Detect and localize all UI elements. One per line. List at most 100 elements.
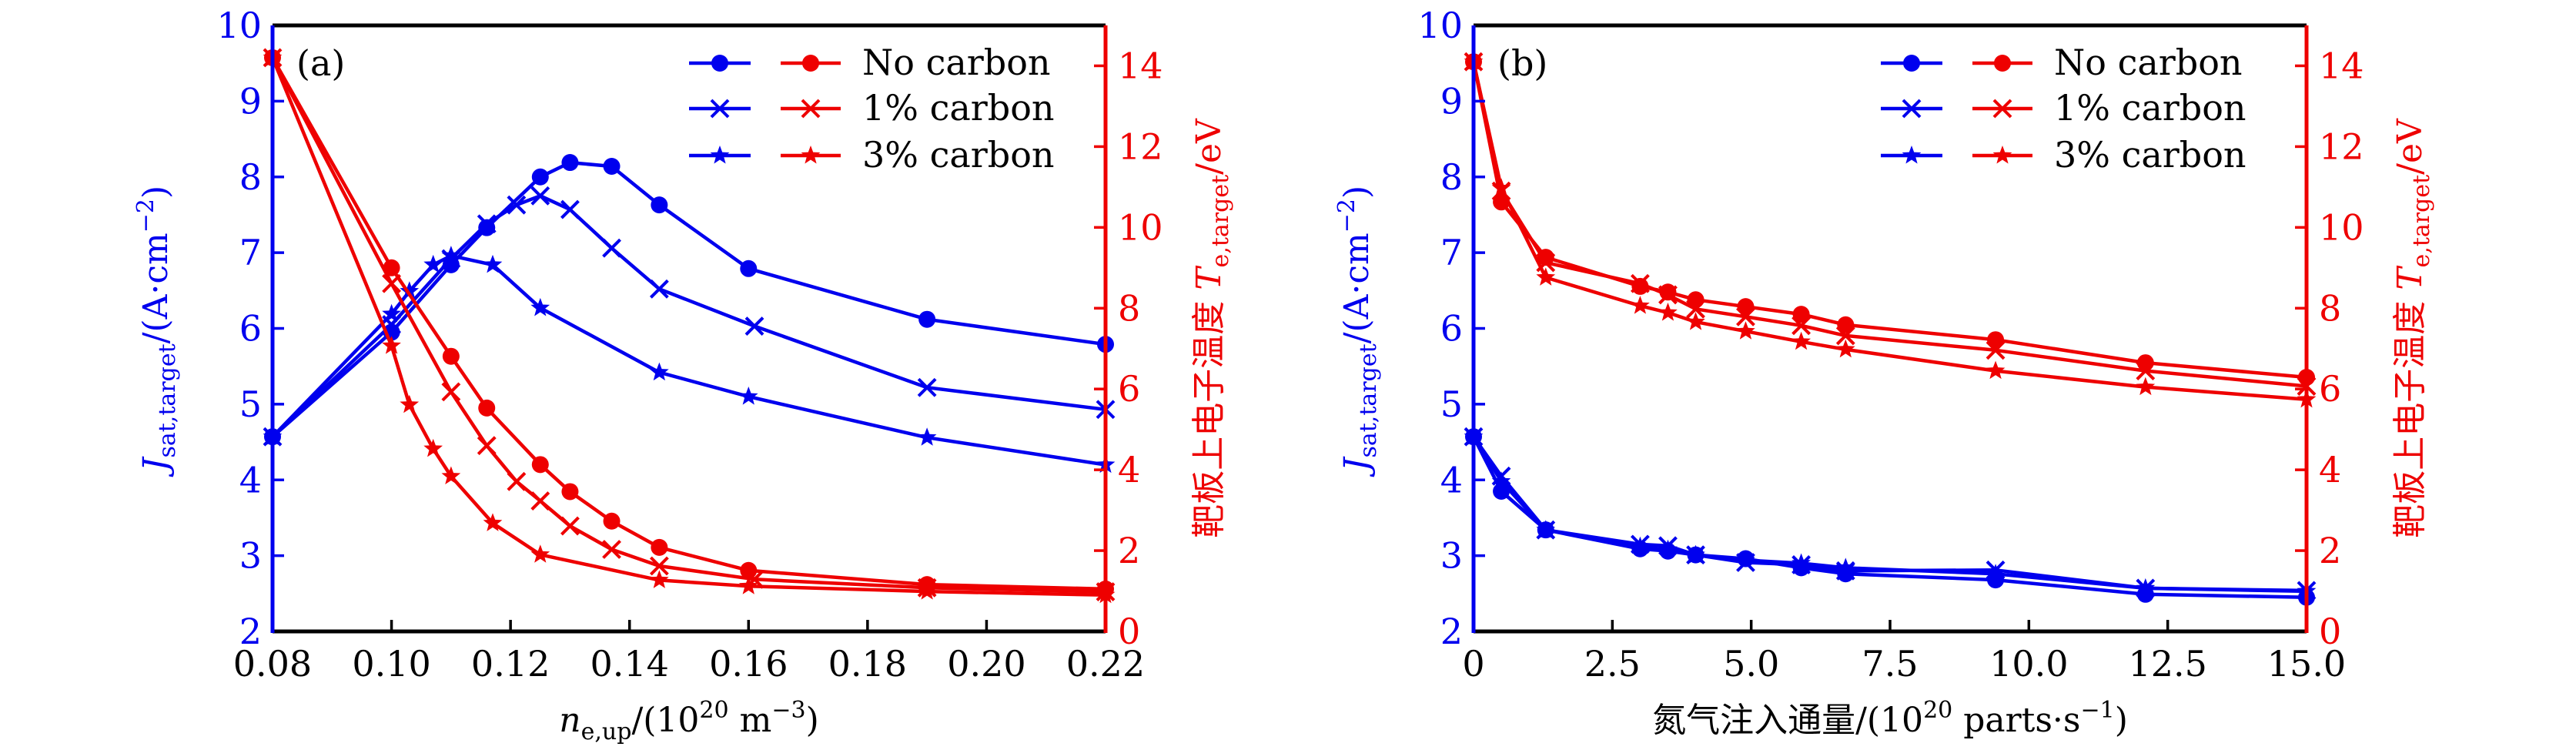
panel-label: (b) — [1497, 42, 1547, 84]
left-y-tick-label: 9 — [1440, 80, 1463, 122]
data-point — [1736, 321, 1755, 340]
data-point — [649, 556, 669, 576]
legend-marker-right — [1992, 99, 2012, 119]
data-point — [1792, 306, 1810, 323]
data-point — [561, 483, 579, 501]
panel-b: 0 2.5 5.0 7.5 10.0 12.5 15.0234567891002468101… — [1333, 5, 2435, 740]
left-y-tick-label: 6 — [1440, 308, 1463, 350]
right-y-axis-title: 靶板上电子温度 Te,target/eV — [1189, 118, 1234, 538]
data-point — [423, 254, 443, 273]
legend-item: No carbon — [1881, 42, 2243, 83]
yl-title-rest1: /(A·cm — [136, 233, 176, 343]
data-point — [744, 316, 764, 336]
legend-label: 1% carbon — [2054, 87, 2246, 129]
series-left-1-carbon — [1464, 427, 2317, 601]
data-point — [738, 387, 758, 405]
left-y-axis-title: Jsat,target/(A·cm−2) — [1333, 186, 1382, 477]
x-title-rest2: m — [729, 701, 772, 740]
data-point — [1491, 471, 1511, 490]
data-point — [441, 246, 461, 264]
x-title-rest1: /(10 — [631, 701, 699, 740]
legend-item: 1% carbon — [689, 87, 1055, 129]
data-point — [530, 186, 550, 206]
legend-item: No carbon — [689, 42, 1051, 83]
data-point — [651, 538, 668, 556]
data-point — [477, 214, 497, 234]
x-tick-label: 0 — [1462, 643, 1484, 685]
series-layer — [263, 48, 1116, 604]
data-point — [1736, 306, 1755, 326]
left-y-axis-title: Jsat,target/(A·cm−2) — [132, 186, 181, 477]
right-y-tick-label: 10 — [2319, 206, 2364, 248]
data-point — [603, 512, 621, 530]
data-point — [560, 516, 580, 536]
right-y-tick-label: 2 — [2319, 530, 2341, 571]
series-left-3-carbon — [1464, 427, 2317, 600]
x-tick-label: 12.5 — [2128, 643, 2206, 685]
yl-title-sub: sat,target — [1355, 343, 1382, 457]
series-right-1-carbon — [1464, 52, 2317, 396]
data-point — [1631, 536, 1650, 555]
legend-marker-right — [802, 55, 819, 72]
series-right-3-carbon — [1464, 52, 2317, 408]
data-point — [2136, 578, 2156, 597]
data-point — [918, 310, 936, 328]
yr-title-main: T — [1189, 265, 1229, 290]
right-y-tick-label: 0 — [2319, 611, 2341, 652]
yr-title-rest1: /eV — [1189, 118, 1229, 175]
left-y-tick-label: 8 — [1440, 156, 1463, 198]
x-tick-label: 0.22 — [1066, 643, 1145, 685]
data-point — [651, 196, 668, 214]
data-point — [917, 427, 937, 446]
series-line — [1471, 61, 2307, 388]
yl-title-main: J — [1337, 456, 1377, 477]
yl-title-sup1: −2 — [132, 199, 159, 233]
data-point — [1791, 553, 1811, 571]
x-title-main: 氮气注入通量/(10 — [1652, 701, 1923, 740]
panel-label: (a) — [296, 42, 345, 84]
axes-layer: 0.08 0.10 0.12 0.14 0.16 0.18 0.20 0.22 2 3 4 5 6 7 8 9… — [216, 5, 1163, 685]
left-y-tick-label: 2 — [1440, 611, 1463, 652]
series-line — [1472, 436, 2307, 594]
x-tick-label: 0.18 — [828, 643, 907, 685]
data-point — [1630, 273, 1650, 293]
left-y-tick-label: 7 — [239, 232, 262, 273]
right-y-tick-label: 4 — [1118, 449, 1140, 491]
right-y-tick-label: 14 — [2319, 45, 2364, 86]
data-point — [382, 273, 401, 293]
data-point — [400, 394, 420, 414]
series-line — [271, 194, 1106, 438]
left-y-tick-label: 7 — [1440, 232, 1463, 273]
data-point — [477, 436, 497, 456]
right-y-axis-title: 靶板上电子温度 Te,target/eV — [2390, 118, 2435, 538]
legend-item: 1% carbon — [1881, 87, 2246, 129]
data-point — [1686, 299, 1705, 319]
data-point — [1491, 178, 1511, 196]
legend-marker-left — [1902, 146, 1922, 164]
left-y-tick-label: 9 — [239, 80, 262, 122]
data-point — [738, 576, 758, 594]
data-point — [1837, 316, 1855, 333]
data-point — [442, 347, 460, 365]
legend-marker-left — [711, 55, 728, 72]
x-tick-label: 0.10 — [352, 643, 430, 685]
data-point — [2136, 377, 2156, 396]
x-title-rest1: parts·s — [1952, 701, 2080, 740]
left-y-tick-label: 6 — [239, 308, 262, 350]
series-line — [1472, 435, 2307, 593]
x-title-sup2: −3 — [771, 697, 805, 724]
right-y-tick-label: 6 — [2319, 368, 2341, 410]
data-point — [1986, 340, 2006, 360]
data-point — [561, 154, 579, 172]
x-title-sup1: 20 — [1923, 697, 1952, 724]
data-point — [649, 279, 669, 299]
right-y-tick-label: 10 — [1118, 206, 1163, 248]
data-point — [483, 513, 503, 531]
right-y-tick-label: 6 — [1118, 368, 1140, 410]
data-point — [382, 303, 401, 323]
legend-label: No carbon — [2054, 42, 2243, 83]
x-tick-label: 0.20 — [947, 643, 1025, 685]
x-tick-label: 7.5 — [1862, 643, 1918, 685]
data-point — [1536, 520, 1556, 538]
